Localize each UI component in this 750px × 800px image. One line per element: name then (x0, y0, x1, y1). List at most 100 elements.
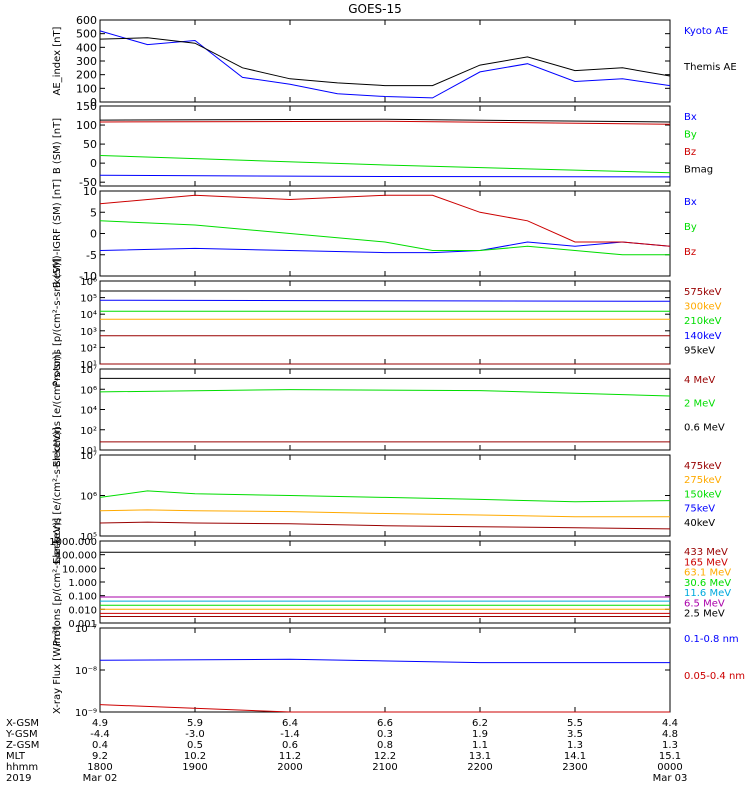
x-cell: 4.8 (662, 729, 678, 740)
y-tick-label: 10 (83, 185, 97, 198)
x-cell: 1800 (87, 762, 112, 773)
x-cell: 15.1 (659, 751, 681, 762)
y-tick-label: -5 (86, 249, 97, 262)
legend-entry: By (684, 130, 697, 141)
y-tick-label: 0.100 (68, 592, 97, 603)
series-line-140kev (99, 299, 671, 302)
legend-entry: 95keV (684, 345, 715, 356)
x-cell: 10.2 (184, 751, 206, 762)
x-cell: Mar 02 (83, 773, 118, 784)
y-tick-label: 100.000 (56, 551, 97, 562)
x-cell: -4.4 (90, 729, 110, 740)
panel-frame (99, 280, 671, 365)
x-cell: 12.2 (374, 751, 396, 762)
x-row-label: X-GSM (6, 718, 39, 729)
x-cell: 6.2 (472, 718, 488, 729)
y-tick-label: 10³ (80, 327, 97, 338)
panel-frame (99, 190, 671, 277)
y-axis-label: B (SM)-IGRF (SM) [nT] (52, 179, 63, 288)
legend-entry: Bmag (684, 165, 713, 176)
y-tick-label: 200 (76, 69, 97, 82)
legend-entry: 6.5 MeV (684, 598, 725, 609)
legend-entry: 0.05-0.4 nm (684, 671, 745, 682)
x-cell: 5.5 (567, 718, 583, 729)
y-tick-label: 10⁴ (80, 406, 97, 417)
y-tick-label: 10⁻⁷ (75, 624, 97, 635)
x-cell: 1.3 (567, 740, 583, 751)
panel-frame (99, 540, 671, 624)
panel-frame (99, 627, 671, 713)
legend-entry: By (684, 222, 697, 233)
legend-entry: 2 MeV (684, 399, 715, 410)
x-cell: 0.8 (377, 740, 393, 751)
series-line-themis-ae (99, 37, 671, 87)
series-line-bz (99, 194, 671, 247)
legend-entry: Kyoto AE (684, 26, 728, 37)
series-line-0-05-0-4-nm (99, 704, 670, 713)
y-tick-label: 10⁻⁹ (75, 708, 97, 719)
legend-entry: Bx (684, 197, 697, 208)
y-tick-label: 10² (80, 343, 97, 354)
y-tick-label: 10⁴ (80, 310, 97, 321)
y-tick-label: 10⁷ (80, 451, 97, 462)
y-tick-label: 600 (76, 14, 97, 27)
y-axis-label: X-ray Flux [W/m²] (52, 626, 63, 714)
x-row-label: Z-GSM (6, 740, 39, 751)
y-tick-label: 100 (76, 119, 97, 132)
panel-bsm: -50 0 50 100 150 B (SM) [nT] Bx By Bz Bmag (52, 100, 713, 189)
series-line-kyoto-ae (99, 30, 671, 99)
y-tick-label: 50 (83, 138, 97, 151)
y-tick-label: 0.001 (68, 619, 97, 630)
series-line-bx (99, 241, 671, 254)
legend-entry: 275keV (684, 475, 722, 486)
y-axis-label: B (SM) [nT] (52, 118, 63, 174)
y-axis-label: Protons [p/(cm²-s-sr-keV)] (52, 258, 63, 386)
legend-entry: 300keV (684, 302, 722, 313)
y-tick-label: 10⁶ (80, 277, 97, 288)
y-tick-label: 10⁵ (80, 532, 97, 543)
y-tick-label: 100 (76, 82, 97, 95)
legend-entry: 433 MeV (684, 547, 728, 558)
legend-entry: 4 MeV (684, 375, 715, 386)
series-line-bz (99, 120, 671, 125)
x-cell: 13.1 (469, 751, 491, 762)
x-cell: 4.9 (92, 718, 108, 729)
x-row-label: Y-GSM (5, 729, 38, 740)
x-cell: 0000 (657, 762, 682, 773)
panel-frame (99, 454, 671, 537)
x-cell: 3.5 (567, 729, 583, 740)
x-cell: Mar 03 (653, 773, 688, 784)
panel-frame (99, 368, 671, 451)
x-cell: 0.4 (92, 740, 108, 751)
x-cell: 0.6 (282, 740, 298, 751)
y-tick-label: 0 (90, 96, 97, 109)
y-tick-label: 10² (80, 426, 97, 437)
x-cell: 14.1 (564, 751, 586, 762)
x-row-label: MLT (6, 751, 26, 762)
y-tick-label: -50 (79, 176, 97, 189)
legend-entry: Bx (684, 112, 697, 123)
legend-entry: Themis AE (683, 62, 737, 73)
y-tick-label: 1.000 (68, 578, 97, 589)
series-line-150kev (99, 490, 671, 503)
series-line-by (99, 155, 671, 174)
legend-entry: 210keV (684, 316, 722, 327)
x-row-label: 2019 (6, 773, 31, 784)
x-cell: 2300 (562, 762, 587, 773)
x-cell: 11.2 (279, 751, 301, 762)
plot-title: GOES-15 (348, 2, 402, 16)
y-tick-label: 300 (76, 55, 97, 68)
y-tick-label: 10.000 (62, 564, 97, 575)
y-tick-label: 0.010 (68, 605, 97, 616)
series-line-0-1-0-8-nm (99, 658, 670, 664)
x-cell: -1.4 (280, 729, 300, 740)
legend-entry: 75keV (684, 504, 715, 515)
legend-entry: Bz (684, 247, 696, 258)
x-cell: 2200 (467, 762, 492, 773)
panel-xray: 10⁻⁹ 10⁻⁸ 10⁻⁷ X-ray Flux [W/m²] 0.1-0.8 nm 0… (52, 624, 745, 719)
y-axis-label: AE_index [nT] (52, 26, 63, 95)
